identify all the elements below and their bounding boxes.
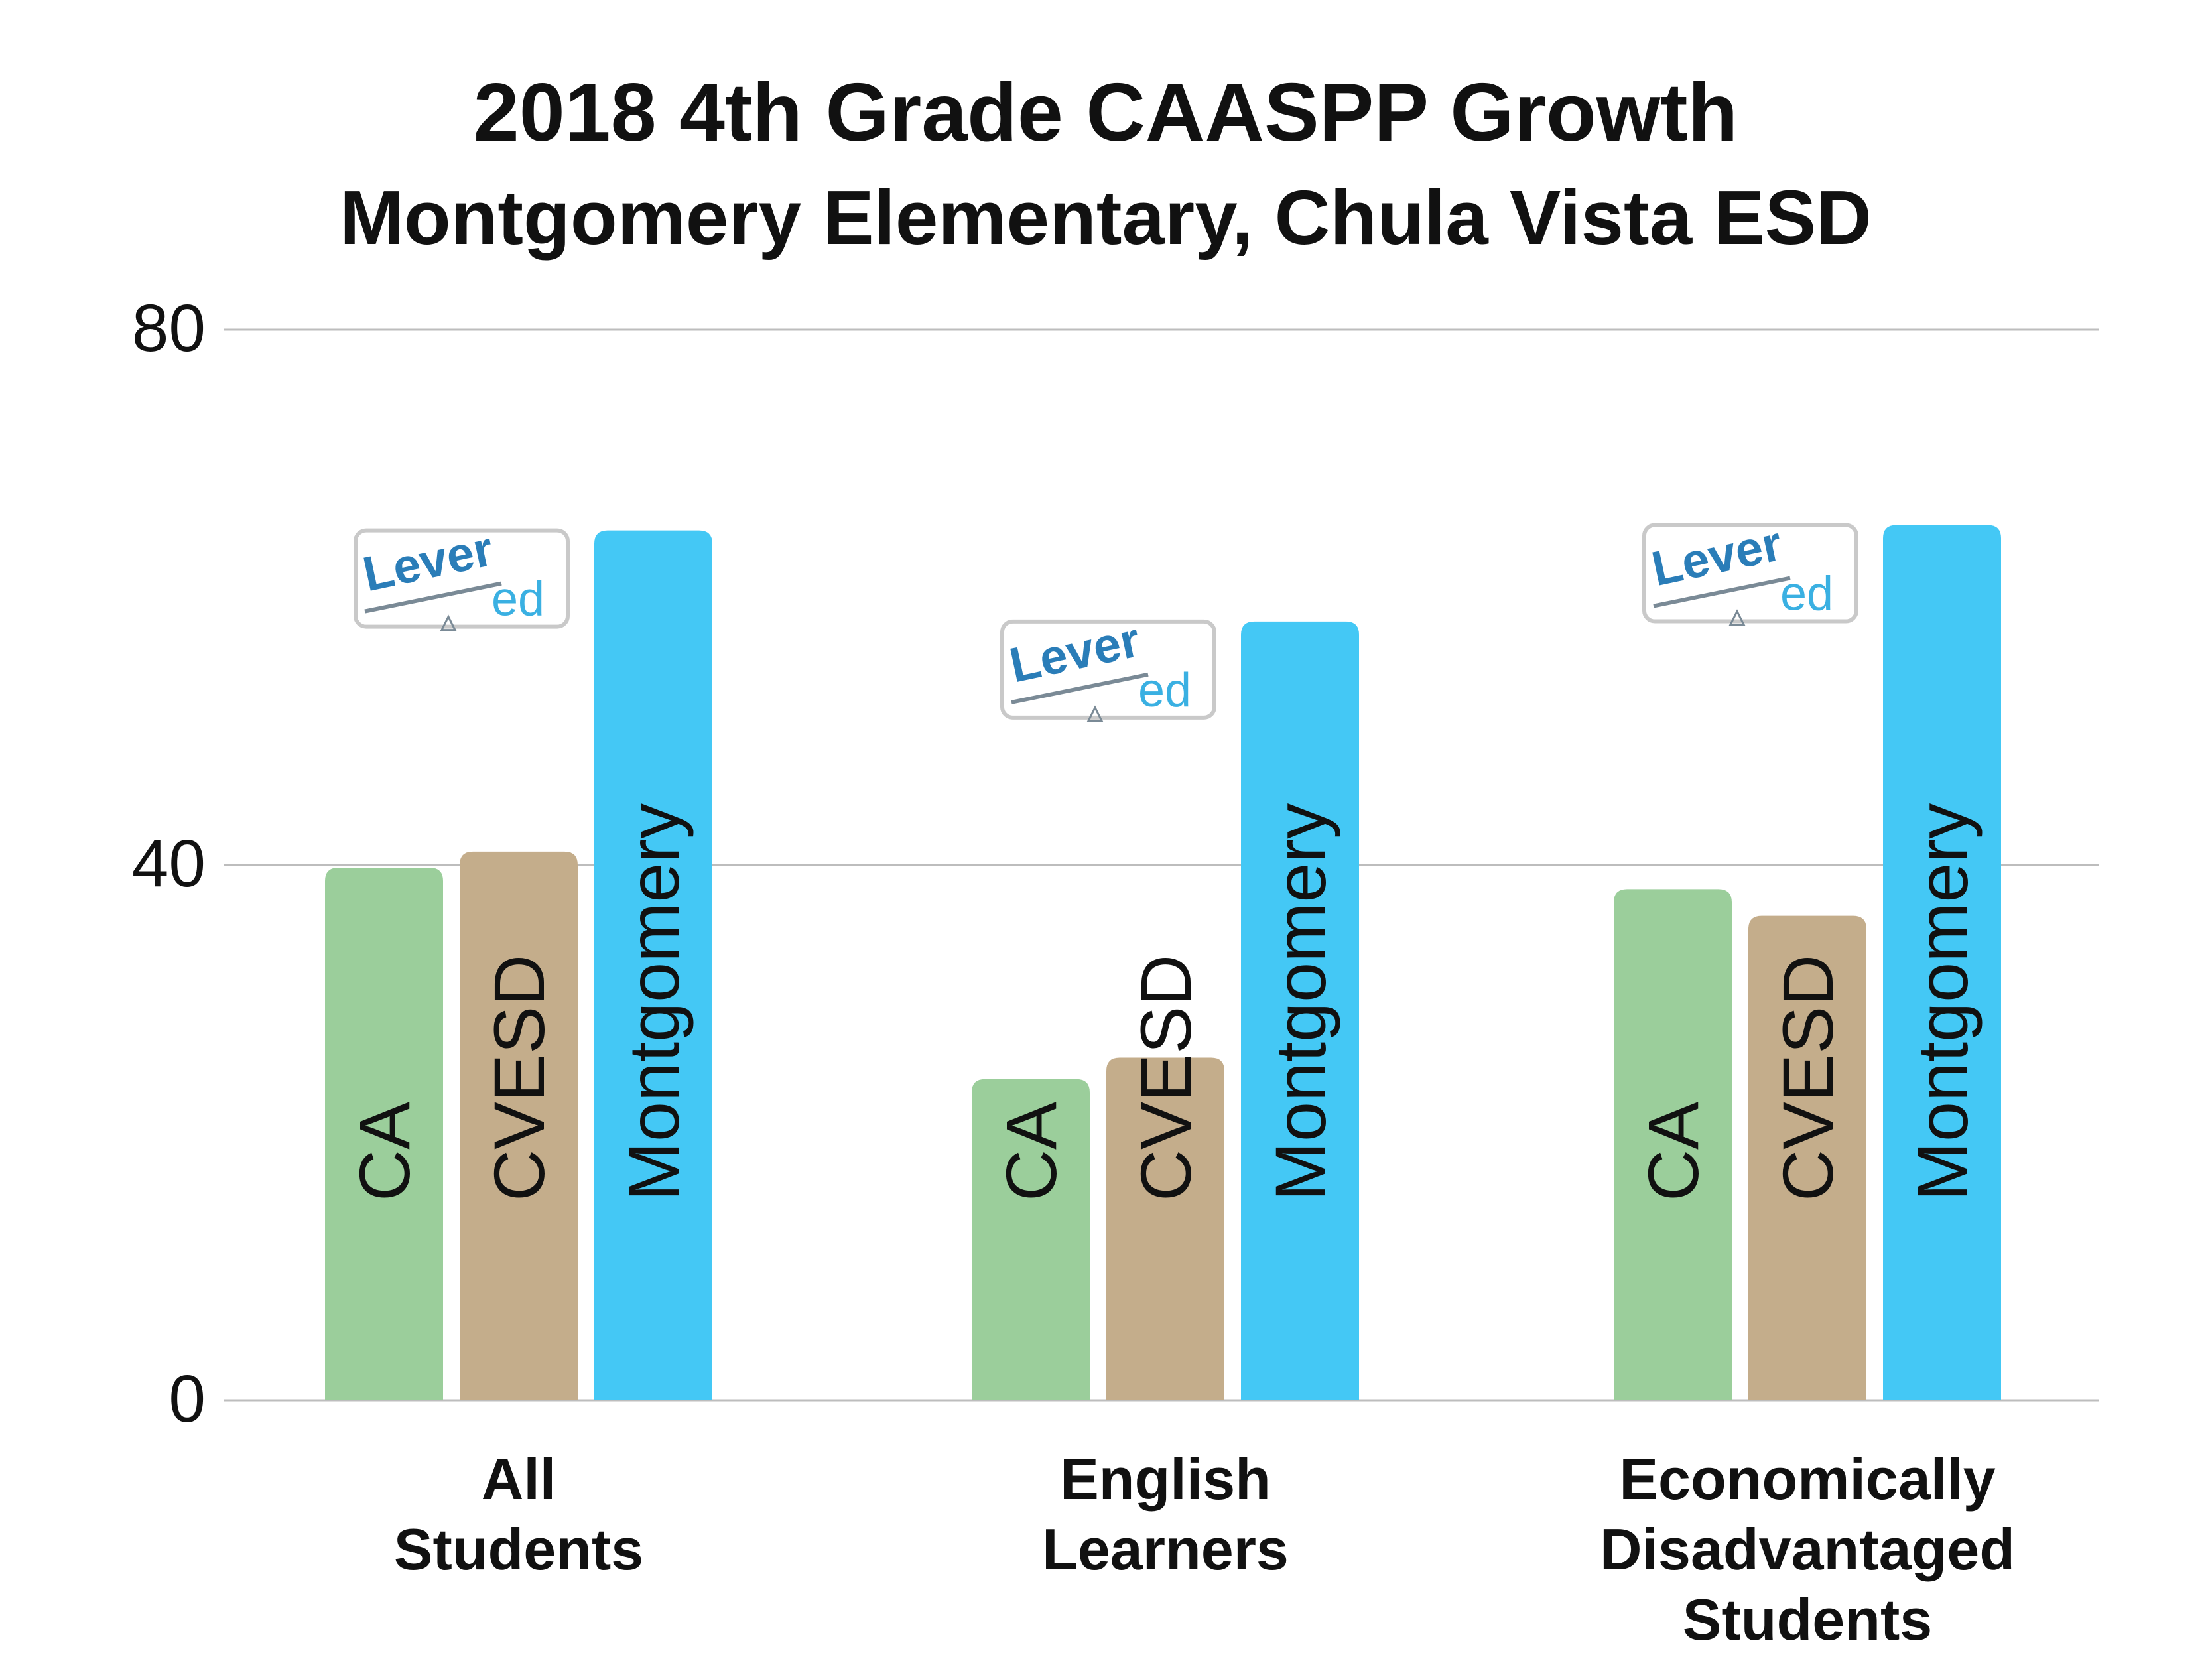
bar-ca: CA [972,1079,1090,1400]
bar-series-label: CVESD [1126,955,1206,1201]
bar [594,530,712,1400]
bar-series-label: CVESD [479,955,559,1201]
bar [460,851,578,1400]
bar-series-label: Montgomery [614,803,694,1201]
bar-series-label: CA [344,1102,424,1201]
bar [1748,915,1866,1400]
y-tick-label: 80 [132,291,206,365]
bar [1614,889,1732,1400]
bar [1106,1057,1224,1400]
y-axis-ticks: 0 40 80 [132,291,206,1436]
chart-subtitle: Montgomery Elementary, Chula Vista ESD [340,174,1872,261]
bar-series-label: CA [991,1102,1071,1201]
category-label: Students [394,1516,643,1582]
bar-series-label: Montgomery [1902,803,1983,1201]
bar-series-label: CVESD [1768,955,1848,1201]
bar [1883,525,2001,1401]
bar [325,868,443,1400]
svg-text:ed: ed [1138,664,1191,717]
bar-montgomery: Montgomery [1883,525,2001,1401]
chart-title: 2018 4th Grade CAASPP Growth [474,67,1738,159]
y-tick-label: 40 [132,827,206,901]
bar-cvesd: CVESD [1748,915,1866,1400]
bar [1241,621,1359,1401]
category-label: Learners [1042,1516,1289,1582]
category-label: Students [1683,1587,1932,1652]
category-label: Disadvantaged [1600,1516,2015,1582]
bar-montgomery: Montgomery [1241,621,1359,1401]
category-label: Economically [1619,1446,1995,1512]
y-tick-label: 0 [168,1362,206,1436]
bar-series-label: Montgomery [1260,803,1340,1201]
category-label: All [482,1446,556,1512]
x-axis-categories: AllStudentsEnglishLearnersEconomicallyDi… [394,1446,2015,1652]
bar-ca: CA [1614,889,1732,1400]
bar-montgomery: Montgomery [594,530,712,1400]
svg-text:ed: ed [491,573,545,626]
bar-cvesd: CVESD [1106,955,1224,1400]
svg-text:ed: ed [1780,568,1833,621]
category-label: English [1060,1446,1271,1512]
bar-cvesd: CVESD [460,851,578,1400]
bar-series-label: CA [1633,1102,1713,1201]
bar [972,1079,1090,1400]
bar-ca: CA [325,868,443,1400]
